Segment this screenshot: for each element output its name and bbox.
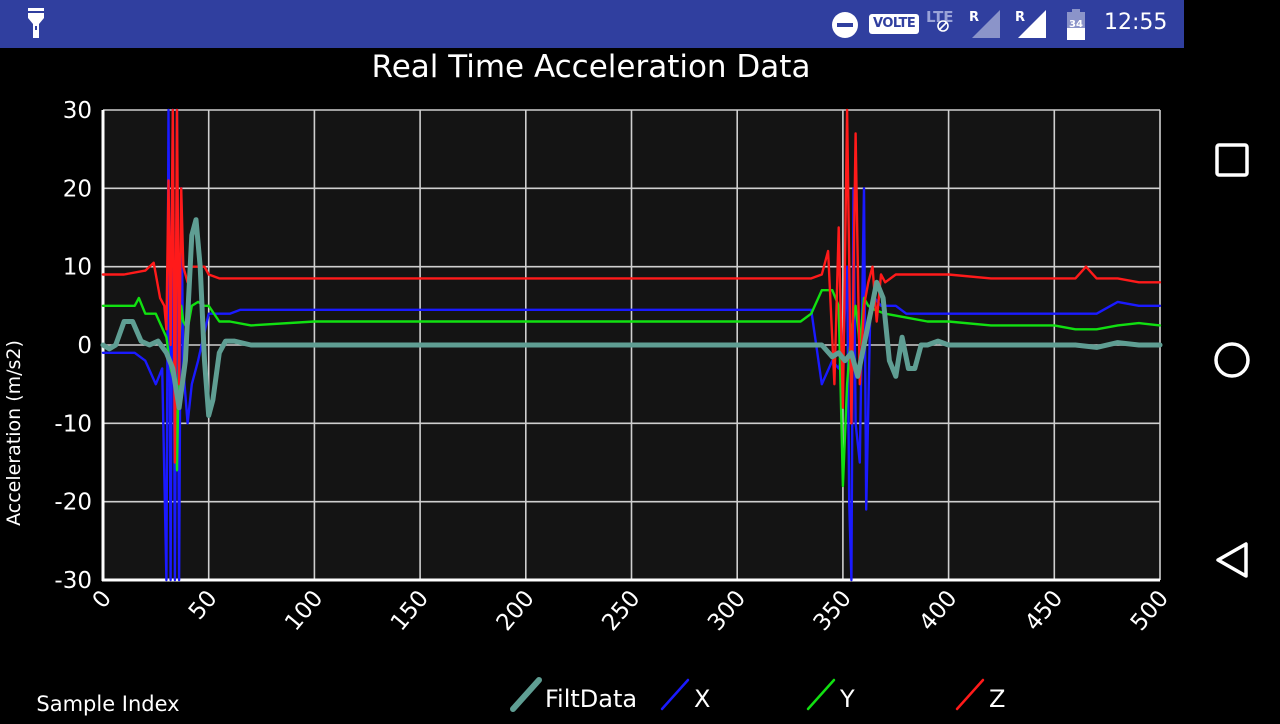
x-tick-label: 300 xyxy=(703,586,751,636)
y-tick-label: -10 xyxy=(54,411,92,437)
recents-square-icon[interactable] xyxy=(1212,140,1252,180)
x-tick-label: 400 xyxy=(914,586,962,636)
status-bar: VOLTE LTE R R 34 12:55 xyxy=(0,0,1184,48)
x-tick-label: 50 xyxy=(184,586,223,625)
x-tick-label: 500 xyxy=(1126,586,1174,636)
roaming-indicator-2: R xyxy=(1015,10,1025,25)
y-tick-label: 30 xyxy=(63,98,92,124)
navigation-bar xyxy=(1184,0,1280,720)
x-axis-label: Sample Index xyxy=(36,692,179,716)
legend-item-x: X xyxy=(662,680,710,713)
y-tick-label: -20 xyxy=(54,490,92,516)
legend-swatch xyxy=(808,680,834,709)
legend-swatch xyxy=(957,680,983,709)
signal-strength-icon-2: R xyxy=(1012,8,1048,40)
clock: 12:55 xyxy=(1104,10,1167,35)
x-tick-label: 450 xyxy=(1020,586,1068,636)
battery-icon: 34 xyxy=(1065,9,1087,41)
legend-label: X xyxy=(694,685,710,713)
y-tick-label: 10 xyxy=(63,255,92,281)
legend-item-filtdata: FiltData xyxy=(513,680,637,713)
chart-area: Real Time Acceleration Data Acceleration… xyxy=(0,48,1184,724)
legend-label: Y xyxy=(839,685,855,713)
y-tick-label: 20 xyxy=(63,176,92,202)
legend-item-z: Z xyxy=(957,680,1005,713)
home-circle-icon[interactable] xyxy=(1212,340,1252,380)
volte-badge: VOLTE xyxy=(869,14,919,34)
y-axis-label: Acceleration (m/s2) xyxy=(3,340,25,526)
lte-data-icon: LTE xyxy=(926,6,966,34)
chart-title: Real Time Acceleration Data xyxy=(372,49,811,85)
signal-strength-icon-1: R xyxy=(966,8,1002,40)
legend-label: Z xyxy=(989,685,1005,713)
legend-label: FiltData xyxy=(545,685,637,713)
roaming-indicator-1: R xyxy=(969,10,979,25)
back-triangle-icon[interactable] xyxy=(1212,540,1252,580)
legend-item-y: Y xyxy=(808,680,855,713)
legend: FiltData X Y Z xyxy=(513,680,1005,713)
battery-level: 34 xyxy=(1069,19,1083,30)
legend-swatch xyxy=(662,680,688,709)
legend-swatch xyxy=(513,680,539,709)
x-tick-label: 200 xyxy=(492,586,540,636)
x-tick-label: 0 xyxy=(88,586,117,614)
x-tick-label: 100 xyxy=(280,586,328,636)
y-tick-label: -30 xyxy=(54,568,92,594)
do-not-disturb-icon xyxy=(831,11,859,39)
x-tick-label: 150 xyxy=(386,586,434,636)
acceleration-chart: Real Time Acceleration Data Acceleration… xyxy=(0,48,1184,720)
x-tick-label: 250 xyxy=(597,586,645,636)
y-tick-label: 0 xyxy=(77,333,92,359)
x-tick-label: 350 xyxy=(809,586,857,636)
flashlight-icon xyxy=(28,8,44,40)
